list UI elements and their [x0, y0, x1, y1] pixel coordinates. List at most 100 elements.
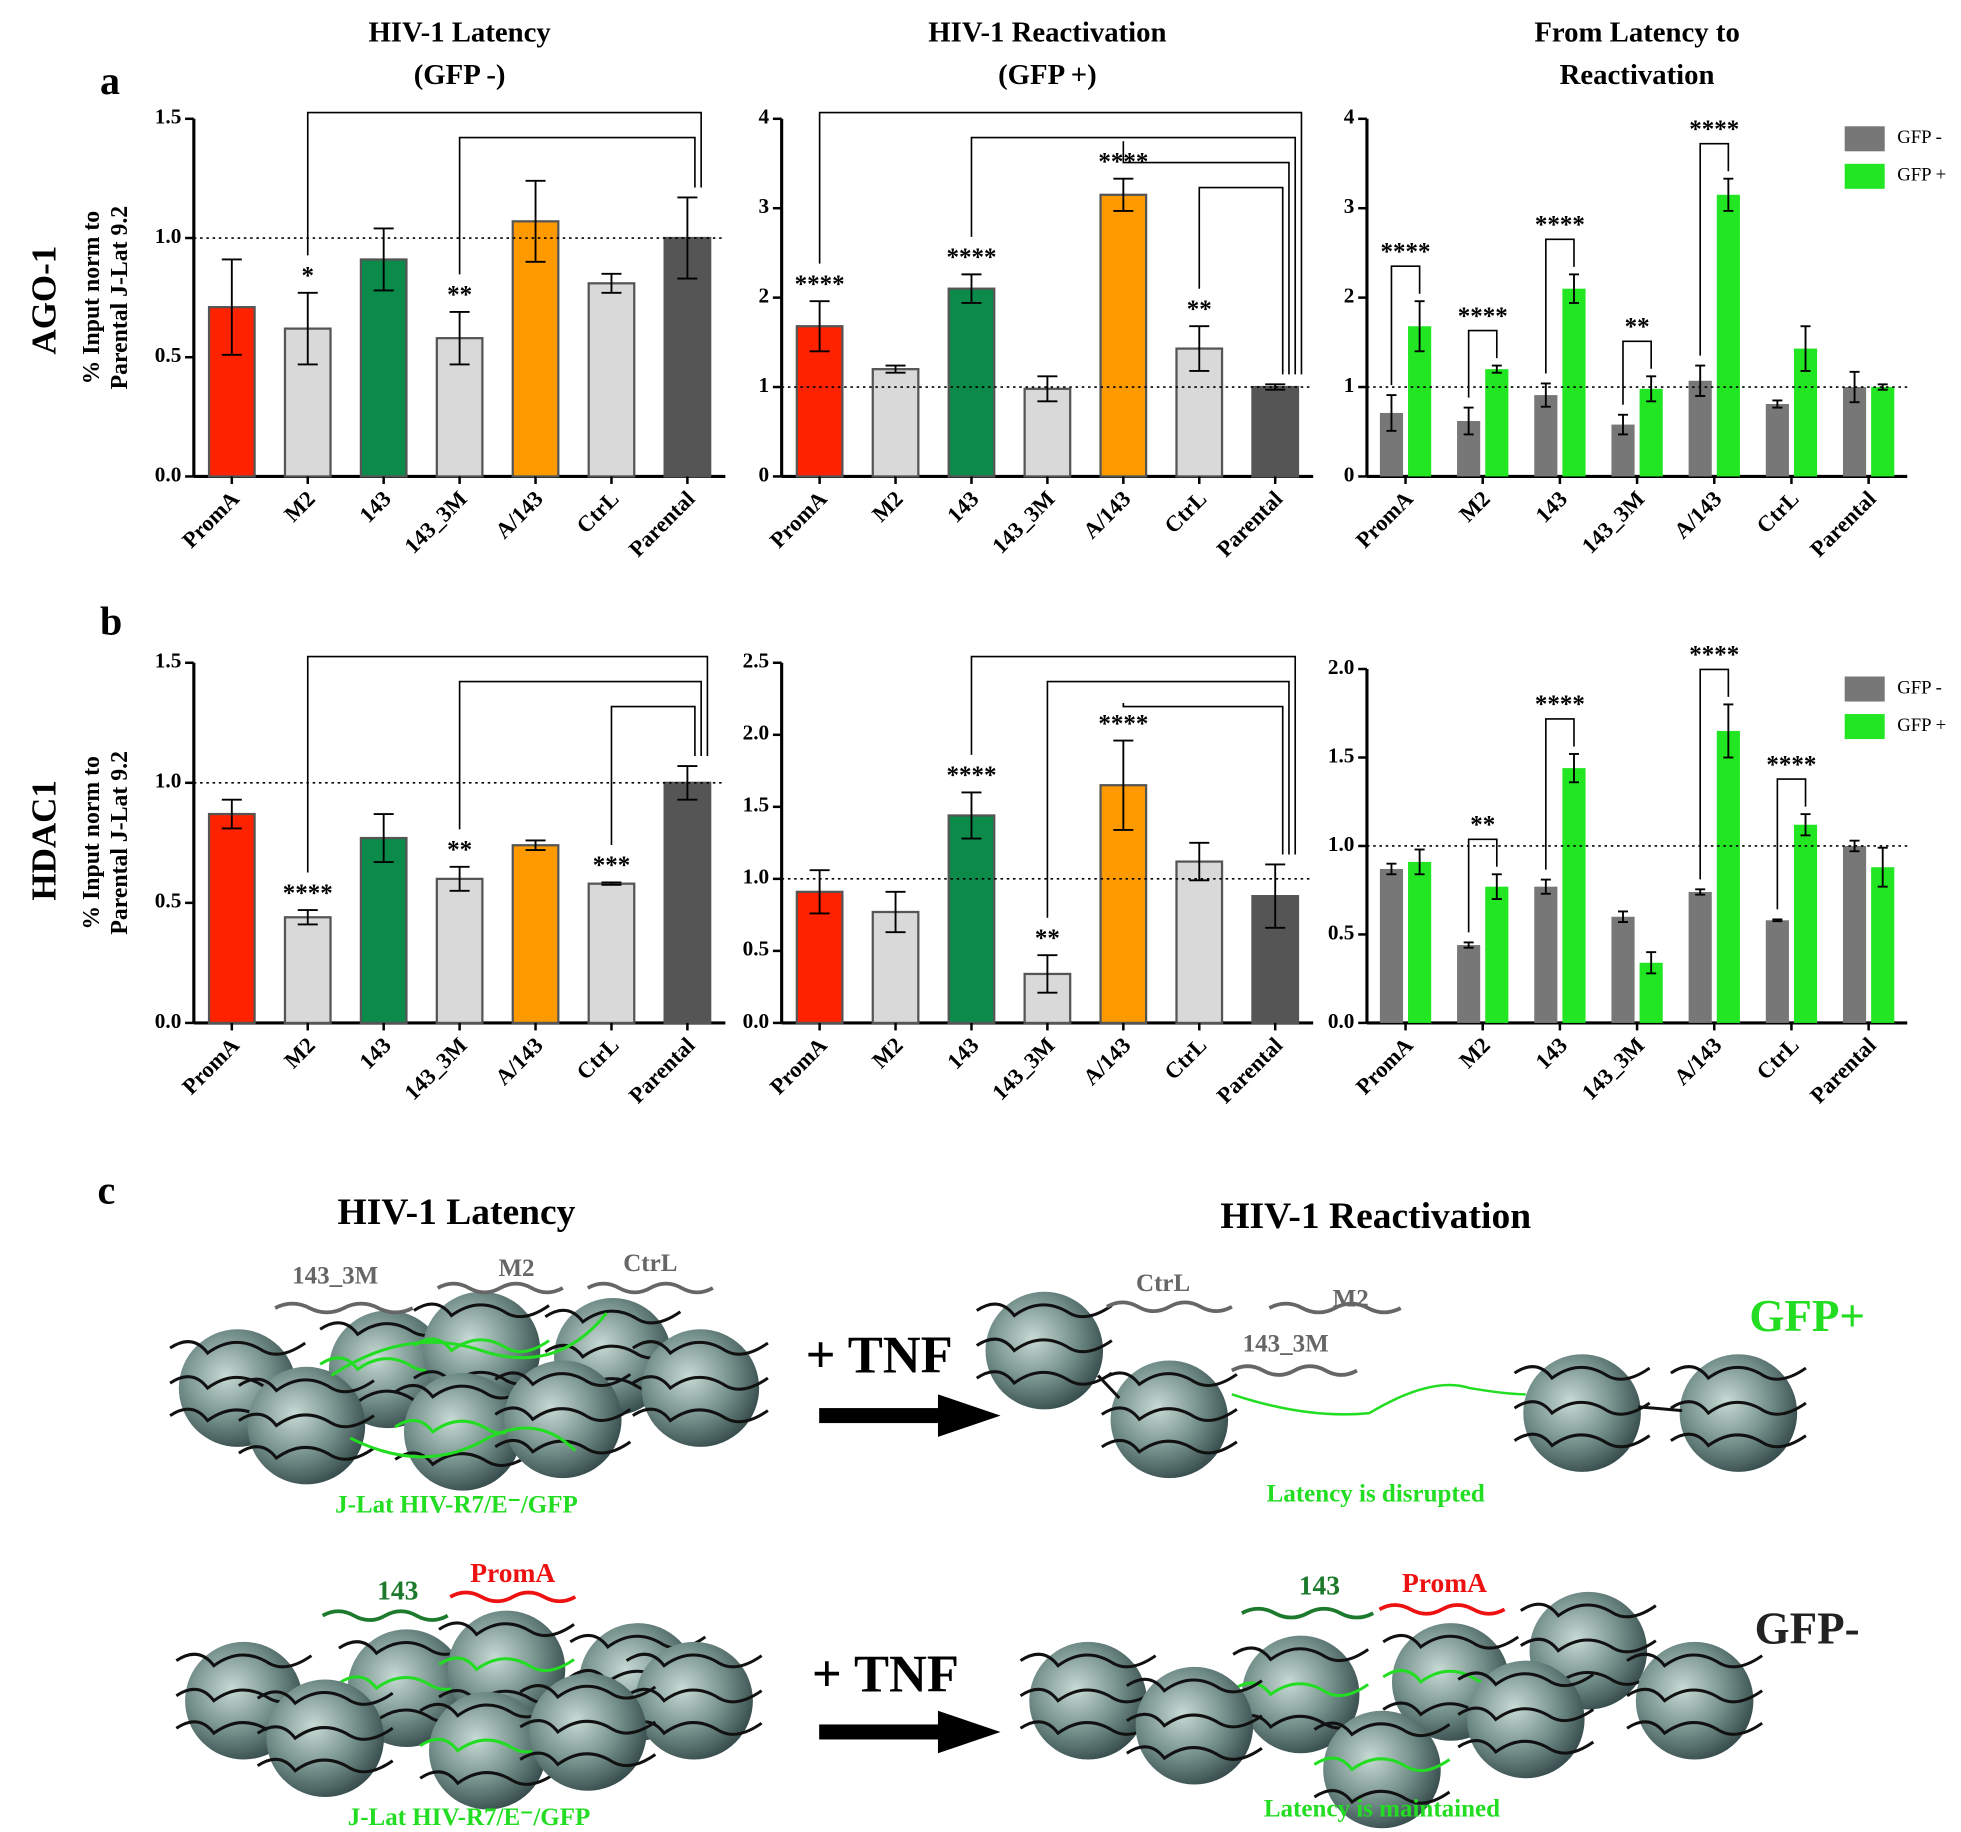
bar — [1871, 387, 1895, 477]
legend-label: GFP + — [1897, 165, 1946, 186]
dna-wrap — [394, 1451, 532, 1467]
bar — [1611, 916, 1635, 1023]
comparison-bracket — [458, 136, 696, 275]
y-tick-label: 2.0 — [743, 721, 770, 745]
dna-wrap — [975, 1337, 1113, 1354]
dna-wrap — [519, 1684, 657, 1700]
bar — [1379, 412, 1404, 477]
dna-wrap — [438, 1656, 575, 1673]
arrow-shaft — [819, 1724, 945, 1740]
significance: ** — [1187, 296, 1212, 323]
x-tick-label: PromA — [765, 485, 832, 552]
y-axis-label: Parental J-Lat 9.2 — [107, 206, 133, 390]
x-tick-label: M2 — [279, 1032, 320, 1073]
x-tick-label: PromA — [177, 1032, 244, 1099]
y-axis-label: % Input norm to — [79, 211, 105, 385]
y-tick-label: 2 — [1344, 283, 1355, 307]
rna-strand — [1268, 1301, 1402, 1315]
legend-swatch — [1844, 714, 1885, 740]
y-tick-label: 0.0 — [1328, 1009, 1355, 1033]
legend-label: GFP - — [1897, 127, 1942, 148]
chart-title: From Latency to — [1534, 17, 1739, 49]
significance: **** — [1689, 642, 1739, 669]
dna-wrap — [338, 1675, 475, 1691]
linker — [1096, 1374, 1683, 1413]
significance-bracket — [1776, 778, 1807, 910]
dna-wrap — [413, 1337, 550, 1354]
significance: **** — [1766, 751, 1816, 778]
dna-wrap — [975, 1302, 1113, 1319]
y-tick-label: 2 — [759, 283, 770, 307]
rna-strand — [586, 1281, 714, 1295]
x-tick-label: 143_3M — [987, 486, 1059, 558]
significance-bracket — [1622, 340, 1652, 405]
significance: ** — [447, 282, 472, 309]
bar — [1175, 860, 1224, 1025]
comparison-bracket — [610, 705, 696, 845]
bar — [1485, 369, 1509, 477]
dna-wrap — [419, 1770, 557, 1786]
significance: **** — [946, 762, 996, 789]
cell-line: J-Lat HIV-R7/E⁻/GFP — [335, 1492, 578, 1519]
chart-title: HIV-1 Reactivation — [928, 17, 1166, 49]
dna-wrap — [1232, 1681, 1370, 1698]
dna-wrap — [625, 1652, 763, 1669]
significance: *** — [593, 852, 631, 879]
bar — [947, 814, 996, 1025]
panel-label: a — [100, 58, 120, 103]
x-tick-label: M2 — [279, 486, 320, 527]
significance: **** — [946, 244, 996, 271]
bar — [1765, 404, 1789, 477]
rna-strand — [321, 1609, 449, 1622]
bar — [283, 916, 332, 1025]
bar — [1793, 348, 1818, 477]
dna-wrap — [494, 1406, 632, 1422]
outcome: Latency is maintained — [1264, 1795, 1500, 1822]
x-tick-label: Parental — [1805, 486, 1881, 562]
y-tick-label: 0.0 — [155, 462, 182, 486]
significance-bracket — [1390, 265, 1421, 386]
x-tick-label: Parental — [624, 486, 700, 562]
nucleosome — [1635, 1641, 1754, 1760]
x-tick-label: 143 — [354, 486, 396, 528]
x-tick-label: 143_3M — [399, 1032, 471, 1104]
panel-label: b — [100, 598, 122, 643]
bar — [1562, 288, 1586, 477]
significance: * — [301, 263, 314, 290]
chart-title: HIV-1 Latency — [368, 17, 551, 49]
rna-label: M2 — [1333, 1285, 1369, 1312]
dna-wrap — [1626, 1687, 1764, 1704]
nucleosome — [529, 1673, 647, 1791]
y-tick-label: 2.5 — [743, 649, 770, 673]
dna-wrap — [175, 1652, 313, 1669]
chart-title: (GFP -) — [414, 59, 506, 91]
x-tick-label: 143_3M — [1577, 486, 1649, 558]
dna-wrap — [1670, 1400, 1807, 1416]
y-tick-label: 0.5 — [155, 343, 182, 367]
x-tick-label: A/143 — [1669, 1032, 1726, 1089]
dna-wrap — [631, 1340, 769, 1356]
nucleosome — [1135, 1666, 1254, 1785]
green-dna — [1231, 1383, 1526, 1416]
bar — [1793, 824, 1818, 1023]
dna-wrap — [494, 1371, 632, 1387]
arrow-head — [937, 1710, 1001, 1754]
legend-label: GFP - — [1897, 677, 1942, 698]
y-tick-label: 1.0 — [1328, 832, 1355, 856]
dna-wrap — [413, 1302, 550, 1319]
dna-wrap — [1019, 1652, 1157, 1669]
dna-wrap — [438, 1621, 575, 1638]
bar — [1611, 424, 1635, 477]
rna-label: PromA — [470, 1557, 555, 1588]
dna-wrap — [238, 1445, 375, 1461]
dna-wrap — [256, 1757, 394, 1774]
rna-label: PromA — [1402, 1567, 1487, 1598]
x-tick-label: A/143 — [490, 486, 547, 543]
dna-wrap — [1513, 1432, 1651, 1449]
rna-label: M2 — [498, 1255, 534, 1282]
x-tick-label: CtrL — [572, 1032, 624, 1084]
dna-wrap — [625, 1720, 763, 1736]
dna-wrap — [1125, 1677, 1263, 1694]
dna-wrap — [519, 1751, 657, 1768]
